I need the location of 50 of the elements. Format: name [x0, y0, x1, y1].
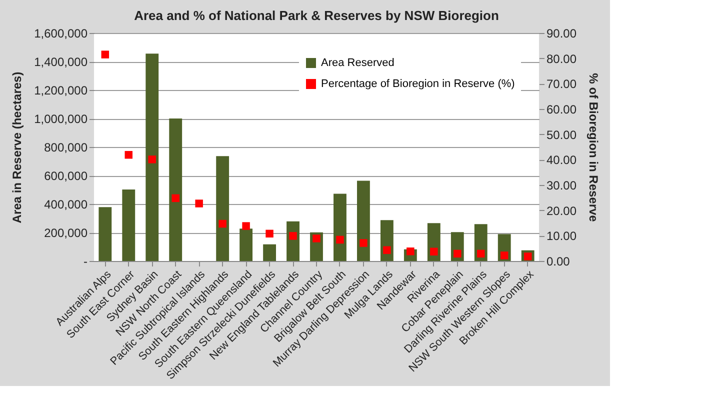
- point: [242, 222, 250, 230]
- bar: [122, 189, 136, 261]
- y-tick-label: 1,600,000: [34, 26, 88, 40]
- y2-tick-label: 20.00: [546, 204, 577, 218]
- point: [430, 248, 438, 256]
- y-tick-label: 1,000,000: [34, 112, 88, 126]
- y-tick-label: -: [84, 254, 88, 268]
- point: [336, 236, 344, 244]
- bar: [216, 156, 230, 261]
- y2-tick-label: 60.00: [546, 102, 577, 116]
- y2-tick-label: 30.00: [546, 178, 577, 192]
- point: [500, 252, 508, 260]
- point: [266, 230, 274, 238]
- y2-tick-label: 70.00: [546, 77, 577, 92]
- bar: [98, 207, 112, 261]
- legend-label: Percentage of Bioregion in Reserve (%): [321, 78, 515, 90]
- y2-tick-label: 10.00: [546, 229, 577, 244]
- bar: [357, 180, 370, 261]
- point: [148, 156, 156, 164]
- y2-tick-label: 0.00: [546, 254, 570, 268]
- y2-tick-label: 80.00: [546, 52, 577, 66]
- point: [124, 150, 133, 159]
- y-tick-label: 1,400,000: [34, 55, 88, 69]
- point: [454, 250, 462, 258]
- y-tick-label: 800,000: [44, 140, 88, 154]
- y2-tick-label: 90.00: [546, 26, 577, 40]
- y2-axis-title: % of Bioregion in Reserve: [586, 73, 601, 222]
- point: [360, 239, 368, 247]
- y-axis-title: Area in Reserve (hectares): [10, 72, 24, 224]
- point: [312, 234, 320, 242]
- y-tick-label: 1,200,000: [34, 84, 88, 98]
- bar: [169, 118, 182, 261]
- bar: [240, 228, 253, 261]
- point: [383, 246, 391, 254]
- point: [289, 232, 297, 240]
- y-tick-label: 400,000: [44, 198, 88, 212]
- point: [101, 50, 110, 58]
- point: [195, 200, 203, 208]
- chart-title: Area and % of National Park & Reserves by NSW Bioregion: [134, 8, 499, 23]
- bar: [334, 194, 346, 261]
- point: [172, 194, 180, 202]
- y2-tick-label: 50.00: [546, 128, 577, 142]
- point: [218, 220, 226, 228]
- bar: [263, 244, 276, 261]
- y-tick-label: 600,000: [44, 169, 88, 183]
- bar: [146, 54, 159, 261]
- y2-tick-label: 40.00: [546, 153, 577, 168]
- point: [477, 250, 485, 258]
- legend-label: Area Reserved: [321, 57, 394, 69]
- y-tick-label: 200,000: [44, 226, 88, 240]
